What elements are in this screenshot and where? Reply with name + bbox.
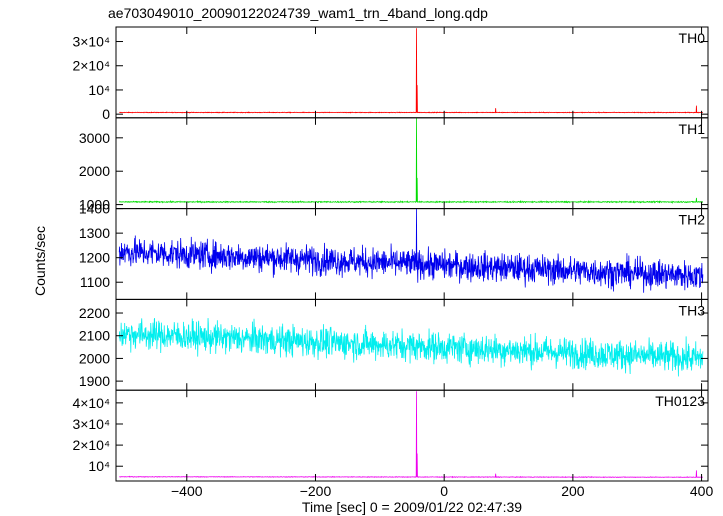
panel-label: TH2	[679, 212, 706, 228]
y-tick-label: 2000	[79, 350, 110, 366]
y-tick-label: 3000	[79, 130, 110, 146]
y-tick-label: 1000	[79, 197, 110, 213]
y-tick-label: 2000	[79, 163, 110, 179]
y-tick-label: 3×10⁴	[72, 34, 110, 50]
y-axis-label: Counts/sec	[32, 226, 48, 296]
panel-th3: 1900 2000 2100 2200 TH3	[79, 298, 709, 391]
series-th1	[119, 117, 704, 204]
x-axis-label: Time [sec] 0 = 2009/01/22 02:47:39	[302, 499, 522, 515]
y-tick-label: 0	[102, 106, 110, 122]
y-tick-label: 10⁴	[88, 458, 110, 474]
panel-label: TH1	[679, 121, 706, 137]
panel-frame	[115, 26, 709, 119]
y-tick-label: 2×10⁴	[72, 437, 110, 453]
y-tick-label: 1300	[79, 225, 110, 241]
panel-label: TH0	[679, 30, 706, 46]
series-th3	[118, 318, 704, 377]
y-tick-label: 2200	[79, 305, 110, 321]
series-th0123	[119, 391, 704, 479]
panel-frame	[115, 117, 709, 210]
panel-frame	[115, 389, 709, 482]
y-tick-label: 3×10⁴	[72, 416, 110, 432]
panel-label: TH0123	[655, 393, 705, 409]
y-tick-label: 1200	[79, 250, 110, 266]
y-tick-label: 1900	[79, 373, 110, 389]
x-tick-label: 400	[690, 483, 714, 499]
panel-th2: 1100 1200 1300 1400 TH2	[79, 201, 709, 300]
series-th2	[118, 208, 704, 293]
x-tick-label: −400	[171, 483, 203, 499]
panel-th0123: 10⁴ 2×10⁴ 3×10⁴ 4×10⁴ TH0123	[72, 389, 709, 482]
x-tick-label: 200	[561, 483, 585, 499]
panel-th0: 0 10⁴ 2×10⁴ 3×10⁴ TH0	[72, 26, 709, 122]
y-tick-label: 10⁴	[88, 82, 110, 98]
x-tick-label: 0	[440, 483, 448, 499]
x-tick-label: −200	[300, 483, 332, 499]
y-tick-label: 2100	[79, 328, 110, 344]
y-tick-label: 4×10⁴	[72, 395, 110, 411]
y-tick-label: 2×10⁴	[72, 58, 110, 74]
y-tick-label: 1100	[80, 274, 110, 290]
y-tick-label: 1400	[79, 201, 110, 217]
series-th0	[119, 28, 704, 114]
panel-th1: 1000 2000 3000 TH1	[79, 117, 709, 213]
chart-title: ae703049010_20090122024739_wam1_trn_4ban…	[108, 5, 488, 21]
panel-label: TH3	[679, 302, 706, 318]
